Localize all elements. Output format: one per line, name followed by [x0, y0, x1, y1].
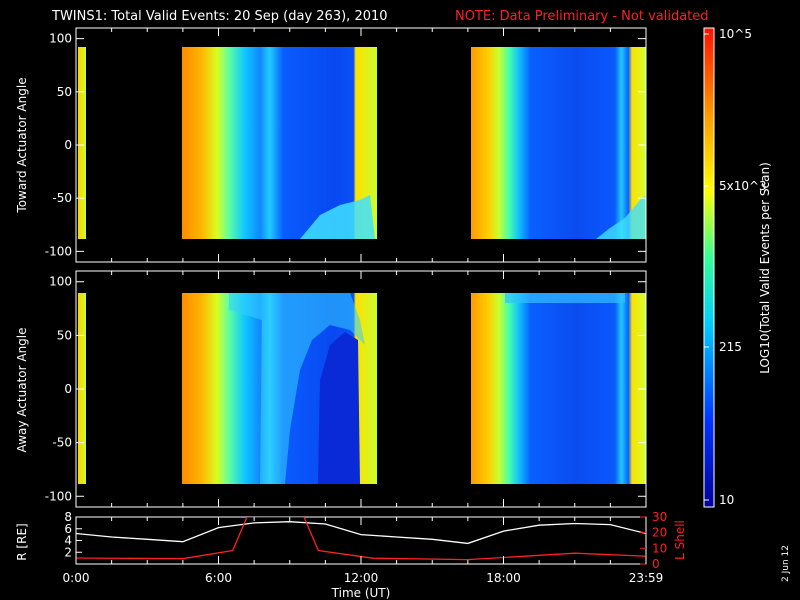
y-tick-label: 50	[57, 328, 72, 342]
middle-panel	[75, 270, 647, 508]
time-axis: 0:00 6:00 12:00 18:00 23:59	[63, 571, 664, 585]
colorbar-label: LOG10(Total Valid Events per Scan)	[758, 162, 772, 374]
top-panel	[75, 27, 647, 263]
left-tick-label: 4	[64, 534, 72, 548]
y-tick-label: -50	[52, 191, 72, 205]
right-tick-label: 0	[652, 557, 660, 571]
y-tick-label: -100	[45, 489, 72, 503]
colorbar-ticks: 10^5 5x10^3 215 10	[704, 27, 767, 507]
y-tick-label: -50	[52, 436, 72, 450]
x-tick-label: 6:00	[205, 571, 232, 585]
top-block-2	[471, 47, 646, 239]
middle-block-1-arch	[229, 293, 365, 484]
top-block-1-shade	[300, 195, 375, 239]
colorbar-tick-label: 215	[719, 340, 742, 354]
x-tick-label: 12:00	[344, 571, 379, 585]
left-tick-label: 2	[64, 545, 72, 559]
y-tick-label: 100	[49, 32, 72, 46]
data-note: NOTE: Data Preliminary - Not validated	[455, 9, 709, 24]
y-tick-label: -100	[45, 244, 72, 258]
colorbar: 10^5 5x10^3 215 10 LOG10(Total Valid Events…	[703, 27, 772, 508]
ephemeris-lines	[76, 517, 646, 561]
colorbar-tick-label: 10	[719, 493, 734, 507]
colorbar-gradient	[703, 27, 715, 508]
top-y-axis: 100 50 0 -50 -100	[45, 32, 646, 258]
middle-block-1-dark	[318, 332, 360, 484]
middle-ylabel: Away Actuator Angle	[15, 327, 29, 452]
x-tick-label: 0:00	[63, 571, 90, 585]
ephemeris-left-label: R [RE]	[15, 523, 29, 560]
top-ylabel: Toward Actuator Angle	[15, 77, 29, 213]
l-shell-line	[76, 517, 646, 561]
left-tick-label: 8	[64, 510, 72, 524]
ephemeris-right-label: L Shell	[673, 520, 687, 560]
x-tick-label: 18:00	[486, 571, 521, 585]
y-tick-label: 50	[57, 85, 72, 99]
middle-block-2	[471, 293, 646, 484]
panel-x-ticks	[75, 28, 647, 564]
top-sliver	[78, 47, 86, 239]
x-tick-label: 23:59	[629, 571, 664, 585]
right-tick-label: 10	[652, 541, 667, 555]
y-tick-label: 100	[49, 275, 72, 289]
colorbar-tick-label: 5x10^3	[719, 179, 767, 193]
middle-block-2-topband	[505, 293, 625, 303]
chart-title: TWINS1: Total Valid Events: 20 Sep (day …	[51, 9, 388, 24]
colorbar-tick-label: 10^5	[719, 27, 752, 41]
middle-y-axis: 100 50 0 -50 -100	[45, 275, 646, 503]
date-stamp: 2 Jun 12	[781, 545, 791, 582]
radius-line	[76, 521, 646, 545]
y-tick-label: 0	[64, 138, 72, 152]
left-tick-label: 6	[64, 522, 72, 536]
top-block-2-shade	[596, 195, 646, 239]
y-tick-label: 0	[64, 382, 72, 396]
right-tick-label: 30	[652, 510, 667, 524]
x-axis-label: Time (UT)	[331, 586, 391, 600]
right-tick-label: 20	[652, 526, 667, 540]
